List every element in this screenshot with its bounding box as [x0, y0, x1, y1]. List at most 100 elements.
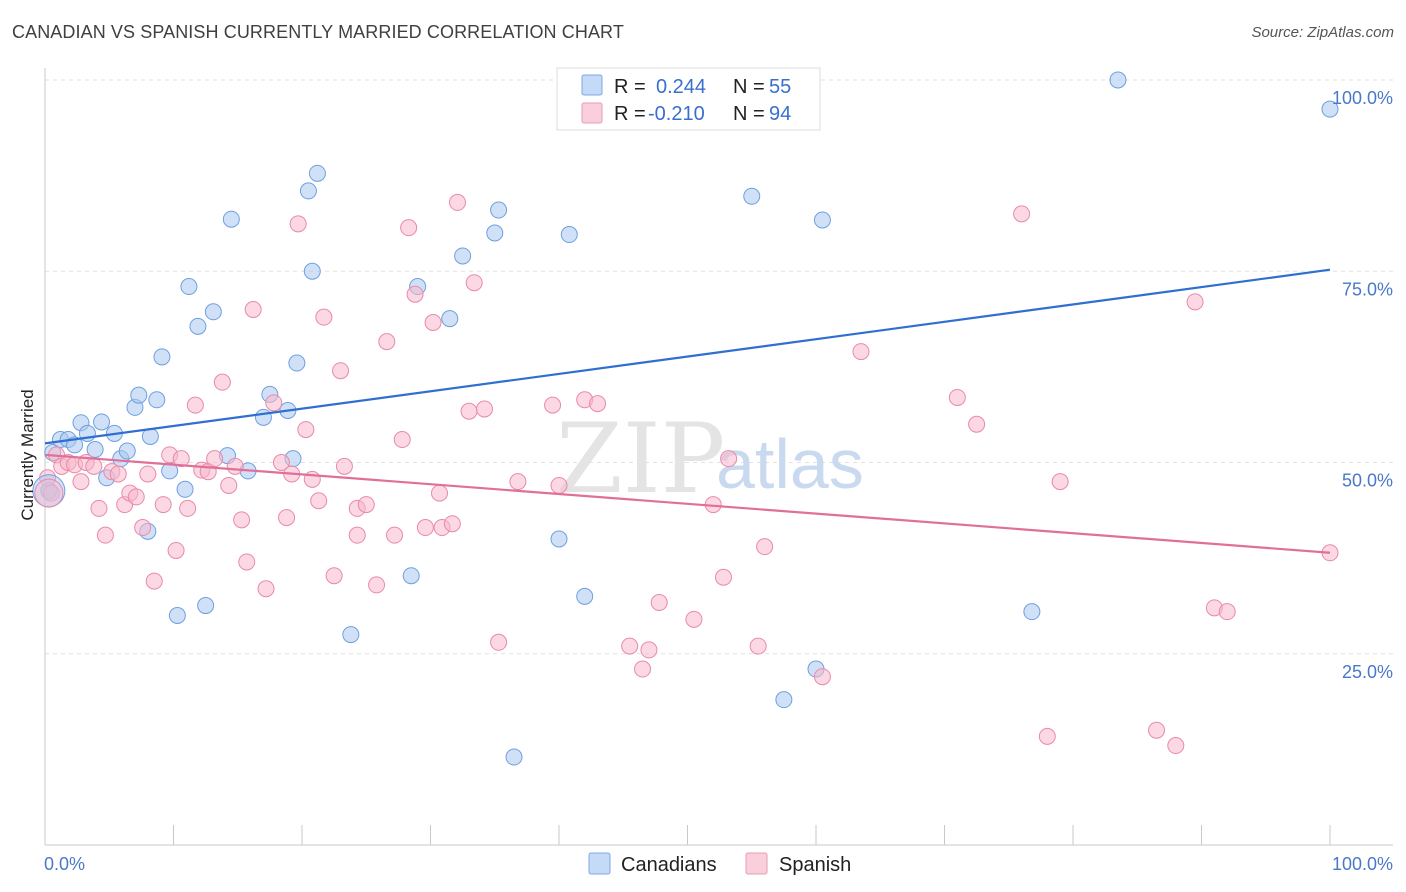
spanish-point: [720, 450, 738, 468]
watermark-zip: ZIP: [556, 403, 725, 515]
legend-spanish-swatch: [745, 852, 768, 875]
canadians-point: [189, 317, 207, 335]
spanish-point: [968, 415, 986, 433]
spanish-point: [714, 568, 732, 586]
canadians-point: [490, 201, 508, 219]
spanish-point: [430, 484, 448, 502]
canadians-point: [130, 386, 148, 404]
canadians-point: [505, 748, 523, 766]
spanish-point: [226, 457, 244, 475]
spanish-point: [233, 511, 251, 529]
canadians-point: [486, 224, 504, 242]
y-tick-label: 75.0%: [1342, 279, 1393, 299]
spanish-point: [1051, 473, 1069, 491]
spanish-point: [621, 637, 639, 655]
spanish-point: [213, 373, 231, 391]
canadians-point: [775, 691, 793, 709]
canadians-point: [176, 480, 194, 498]
canadians-point: [402, 567, 420, 585]
canadians-n-value: 55: [769, 76, 791, 98]
tick-labels: 25.0% 50.0% 75.0% 100.0% 0.0% 100.0%: [44, 88, 1393, 874]
spanish-point: [1167, 737, 1185, 755]
spanish-point: [297, 421, 315, 439]
spanish-point: [640, 641, 658, 659]
canadians-point: [813, 211, 831, 229]
spanish-point: [357, 496, 375, 514]
spanish-point: [335, 457, 353, 475]
spanish-point: [206, 450, 224, 468]
spanish-r-label: R =: [614, 103, 646, 125]
canadians-point: [254, 408, 272, 426]
spanish-point: [145, 572, 163, 590]
stats-legend: R = 0.244 N = 55 R = -0.210 N = 94: [556, 67, 821, 131]
legend-canadians-swatch: [588, 852, 611, 875]
spanish-point: [265, 394, 283, 412]
canadians-point: [342, 626, 360, 644]
spanish-point: [378, 333, 396, 351]
spanish-point: [257, 580, 275, 598]
spanish-point: [134, 519, 152, 537]
spanish-point: [443, 515, 461, 533]
spanish-point: [96, 526, 114, 544]
spanish-point: [179, 499, 197, 517]
spanish-point: [139, 465, 157, 483]
spanish-point: [400, 219, 418, 237]
spanish-point: [813, 668, 831, 686]
canadians-point: [93, 413, 111, 431]
canadians-point: [204, 303, 222, 321]
spanish-point: [406, 285, 424, 303]
spanish-swatch: [581, 102, 603, 124]
canadians-point: [1023, 603, 1041, 621]
canadians-point: [299, 182, 317, 200]
canadians-r-value: 0.244: [656, 76, 706, 98]
spanish-point: [852, 343, 870, 361]
spanish-point: [186, 396, 204, 414]
spanish-point: [1186, 293, 1204, 311]
spanish-point: [749, 637, 767, 655]
spanish-point: [509, 473, 527, 491]
canadians-point: [288, 354, 306, 372]
spanish-point: [172, 450, 190, 468]
spanish-point: [1218, 603, 1236, 621]
spanish-point: [393, 431, 411, 449]
spanish-point: [72, 473, 90, 491]
grid-lines: [45, 79, 1393, 655]
y-tick-label: 50.0%: [1342, 471, 1393, 491]
spanish-point: [475, 400, 493, 418]
spanish-point: [109, 465, 127, 483]
canadians-swatch: [581, 74, 603, 96]
canadians-point: [148, 391, 166, 409]
spanish-point: [310, 492, 328, 510]
axes: [44, 68, 1393, 846]
spanish-point: [154, 496, 172, 514]
spanish-point: [167, 541, 185, 559]
source-credit: Source: ZipAtlas.com: [1251, 24, 1394, 41]
spanish-point: [368, 576, 386, 594]
spanish-point: [460, 402, 478, 420]
spanish-point: [756, 538, 774, 556]
spanish-n-value: 94: [769, 103, 791, 125]
spanish-point: [424, 314, 442, 332]
canadians-point: [168, 607, 186, 624]
canadians-trend-line: [44, 268, 1331, 445]
x-tick-label: 100.0%: [1332, 854, 1393, 874]
spanish-point: [544, 396, 562, 414]
spanish-point: [278, 509, 296, 527]
watermark-atlas: atlas: [716, 425, 864, 503]
spanish-point: [448, 193, 466, 211]
canadians-point: [86, 440, 104, 458]
canadians-point: [743, 187, 761, 205]
spanish-point: [490, 633, 508, 651]
canadians-n-label: N =: [733, 76, 765, 98]
spanish-trend-line: [44, 453, 1331, 554]
spanish-point: [948, 388, 966, 406]
spanish-point: [332, 362, 350, 380]
spanish-point: [85, 457, 103, 475]
x-tick-label: 0.0%: [44, 854, 85, 874]
spanish-r-value: -0.210: [648, 103, 705, 125]
canadians-point: [550, 530, 568, 548]
y-tick-label: 25.0%: [1342, 662, 1393, 682]
spanish-point: [220, 476, 238, 494]
canadians-point: [153, 348, 171, 366]
spanish-point: [348, 526, 366, 544]
